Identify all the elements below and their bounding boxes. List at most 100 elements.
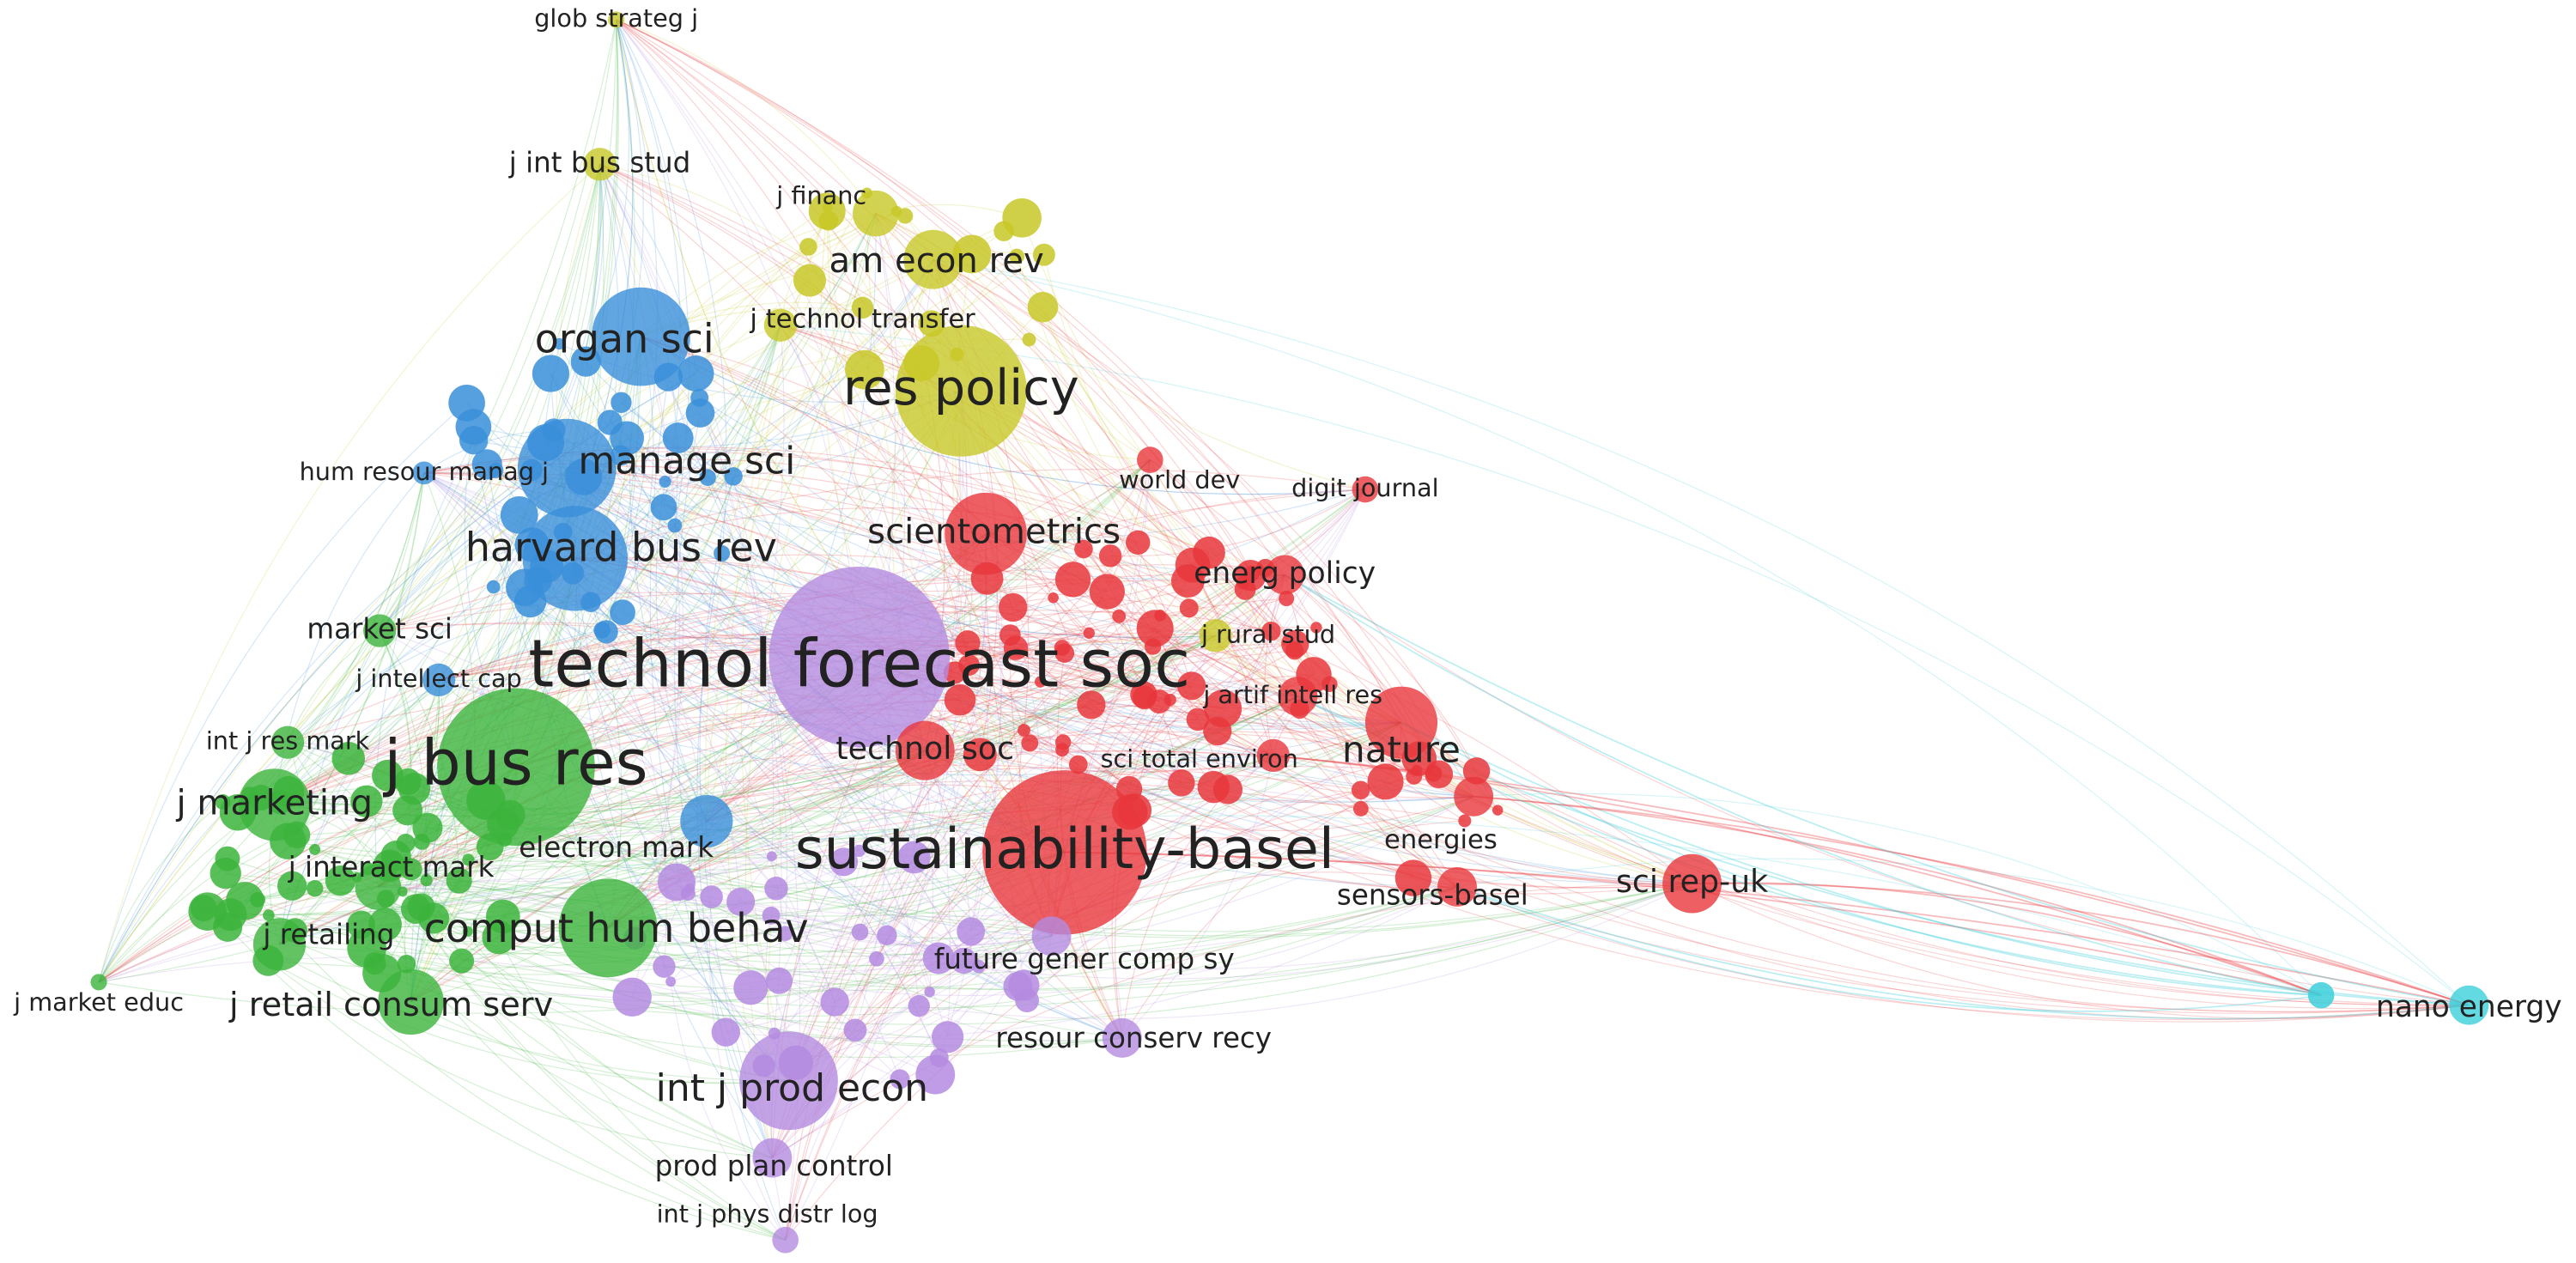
edge <box>222 459 1151 803</box>
edge <box>1476 770 2470 1010</box>
edge <box>574 557 964 962</box>
edge <box>380 629 777 890</box>
edge <box>287 19 617 743</box>
edge <box>553 164 605 431</box>
node <box>851 296 874 319</box>
edge <box>780 325 1415 777</box>
node-label: j intellect cap <box>355 664 521 693</box>
edge <box>485 755 1273 840</box>
edge <box>402 820 708 894</box>
node <box>1458 814 1472 828</box>
edge <box>230 914 1122 1059</box>
edge <box>98 217 1023 983</box>
edge <box>498 391 962 938</box>
edge <box>655 481 708 822</box>
edge <box>1149 459 1402 724</box>
edge <box>515 766 1122 1039</box>
node <box>1021 734 1039 752</box>
edge <box>574 558 773 1158</box>
node <box>963 738 997 772</box>
edge <box>279 815 2322 996</box>
edge <box>98 956 936 1076</box>
edge <box>378 829 914 888</box>
edge <box>288 164 601 792</box>
node <box>471 449 502 480</box>
edge <box>785 883 1692 980</box>
edge <box>461 213 877 962</box>
node <box>1098 544 1122 568</box>
node <box>190 895 217 922</box>
edge <box>295 164 601 931</box>
edge <box>278 679 440 945</box>
node-label: energies <box>1384 825 1498 855</box>
node <box>999 624 1021 647</box>
edge <box>410 650 1295 1003</box>
node <box>1212 774 1243 805</box>
edge <box>340 459 1151 882</box>
edge <box>237 164 601 813</box>
edge <box>726 886 1458 1040</box>
node <box>1018 724 1030 738</box>
node <box>853 844 866 858</box>
edge <box>641 336 1365 495</box>
edge <box>279 767 1361 945</box>
edge <box>780 325 1243 584</box>
node <box>486 580 501 594</box>
node <box>517 418 617 518</box>
node <box>462 926 473 937</box>
edge <box>585 361 1123 1039</box>
node <box>449 948 475 974</box>
edge <box>933 258 2322 996</box>
edge <box>1284 574 1458 888</box>
edge <box>674 412 773 1158</box>
edge <box>1121 789 1229 1038</box>
edge <box>230 796 1474 959</box>
node <box>1352 800 1369 817</box>
node-label: technol forecast soc <box>528 627 1190 703</box>
node <box>591 287 690 386</box>
edge <box>1400 721 2322 997</box>
node-label: nano energy <box>2376 990 2562 1024</box>
node-label: electron mark <box>519 831 714 864</box>
node <box>1009 248 1025 264</box>
edge <box>711 896 1052 947</box>
edge <box>574 557 1458 888</box>
edge <box>438 207 829 681</box>
edge <box>1072 579 2470 1006</box>
node <box>944 683 976 716</box>
node <box>851 923 869 941</box>
edge <box>1456 886 2470 1020</box>
edge <box>374 440 475 887</box>
edge <box>402 890 789 1082</box>
node <box>1406 768 1423 785</box>
edge <box>663 325 781 508</box>
edge <box>278 470 496 944</box>
edge <box>1473 795 2322 997</box>
edge <box>423 472 860 852</box>
edge <box>1284 574 2322 997</box>
node <box>397 954 416 974</box>
node <box>922 942 955 975</box>
node <box>372 759 404 792</box>
edge <box>567 465 1296 652</box>
node <box>677 355 714 392</box>
node <box>680 794 733 848</box>
node <box>420 874 433 887</box>
node <box>820 987 849 1017</box>
edge <box>1015 635 1217 659</box>
edge <box>574 557 964 962</box>
node <box>1261 621 1281 641</box>
node <box>1364 686 1438 759</box>
edge <box>567 467 1692 884</box>
node <box>1394 859 1432 896</box>
edge <box>377 750 981 888</box>
node <box>908 994 930 1017</box>
node <box>215 793 231 811</box>
edge <box>257 899 786 1241</box>
node <box>309 843 321 855</box>
edge <box>389 796 1474 917</box>
node <box>1492 805 1504 816</box>
edge <box>631 325 785 998</box>
edge <box>779 886 1458 997</box>
node <box>350 785 383 817</box>
